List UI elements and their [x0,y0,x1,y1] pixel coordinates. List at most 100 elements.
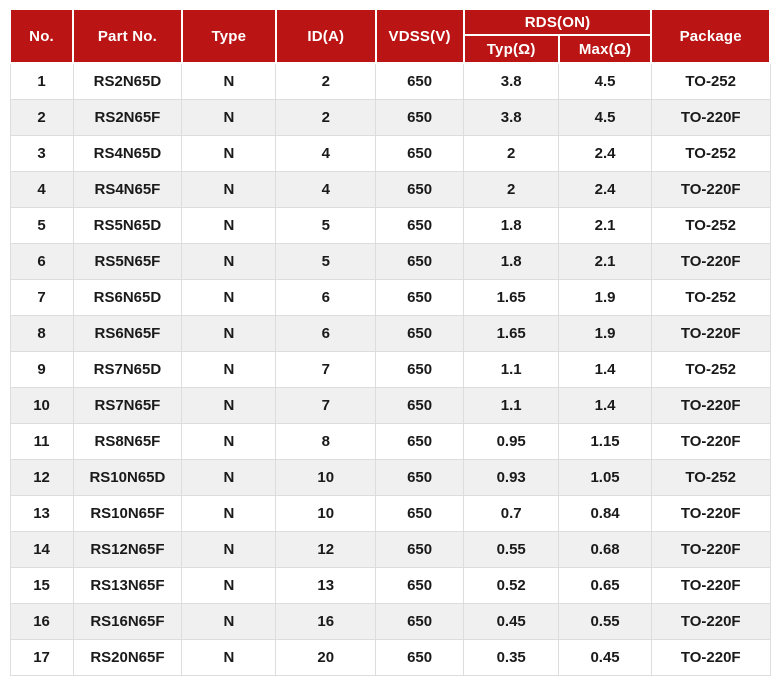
cell-vdss-v: 650 [375,530,465,568]
cell-rds-typ: 1.8 [463,242,560,280]
cell-vdss-v: 650 [375,602,465,640]
cell-rds-max: 1.4 [558,350,652,388]
cell-rds-max: 0.84 [558,494,652,532]
cell-package: TO-220F [650,386,771,424]
cell-no: 16 [9,602,74,640]
cell-package: TO-220F [650,170,771,208]
cell-rds-max: 2.1 [558,242,652,280]
cell-no: 7 [9,278,74,316]
table-row: 6 RS5N65F N 5 650 1.8 2.1 TO-220F [9,242,771,280]
cell-package: TO-220F [650,530,771,568]
cell-package: TO-252 [650,206,771,244]
cell-type: N [181,206,277,244]
cell-type: N [181,62,277,100]
cell-no: 2 [9,98,74,136]
cell-rds-max: 4.5 [558,98,652,136]
cell-part-no: RS13N65F [72,566,183,604]
cell-rds-typ: 0.55 [463,530,560,568]
cell-part-no: RS16N65F [72,602,183,640]
cell-type: N [181,314,277,352]
cell-package: TO-252 [650,134,771,172]
cell-rds-max: 1.9 [558,314,652,352]
cell-id-a: 6 [275,278,377,316]
cell-rds-max: 2.4 [558,170,652,208]
cell-vdss-v: 650 [375,98,465,136]
table-row: 9 RS7N65D N 7 650 1.1 1.4 TO-252 [9,350,771,388]
cell-rds-typ: 1.65 [463,278,560,316]
col-header-package: Package [650,8,771,64]
cell-package: TO-220F [650,314,771,352]
cell-id-a: 13 [275,566,377,604]
cell-rds-typ: 1.1 [463,386,560,424]
cell-vdss-v: 650 [375,386,465,424]
cell-part-no: RS7N65F [72,386,183,424]
cell-rds-max: 4.5 [558,62,652,100]
cell-no: 12 [9,458,74,496]
cell-type: N [181,602,277,640]
table-row: 8 RS6N65F N 6 650 1.65 1.9 TO-220F [9,314,771,352]
col-header-no: No. [8,8,75,64]
cell-id-a: 12 [275,530,377,568]
cell-type: N [181,422,277,460]
cell-type: N [181,458,277,496]
cell-part-no: RS6N65D [72,278,183,316]
cell-id-a: 6 [275,314,377,352]
cell-no: 11 [9,422,74,460]
col-header-id-a: ID(A) [274,8,377,64]
cell-rds-typ: 1.65 [463,314,560,352]
cell-id-a: 2 [275,98,377,136]
table-row: 12 RS10N65D N 10 650 0.93 1.05 TO-252 [9,458,771,496]
cell-rds-typ: 1.1 [463,350,560,388]
cell-no: 15 [9,566,74,604]
cell-package: TO-220F [650,242,771,280]
header-row-main: No. Part No. Type ID(A) VDSS(V) RDS(ON) … [8,8,771,64]
cell-vdss-v: 650 [375,458,465,496]
cell-rds-max: 2.1 [558,206,652,244]
cell-id-a: 10 [275,494,377,532]
cell-package: TO-252 [650,278,771,316]
cell-type: N [181,638,277,676]
cell-id-a: 7 [275,350,377,388]
mosfet-selection-table: No. Part No. Type ID(A) VDSS(V) RDS(ON) … [8,8,771,676]
table-row: 16 RS16N65F N 16 650 0.45 0.55 TO-220F [9,602,771,640]
cell-rds-typ: 0.95 [463,422,560,460]
cell-no: 17 [9,638,74,676]
cell-id-a: 2 [275,62,377,100]
table-row: 17 RS20N65F N 20 650 0.35 0.45 TO-220F [9,638,771,676]
table-row: 3 RS4N65D N 4 650 2 2.4 TO-252 [9,134,771,172]
cell-vdss-v: 650 [375,350,465,388]
cell-id-a: 16 [275,602,377,640]
cell-no: 6 [9,242,74,280]
cell-part-no: RS8N65F [72,422,183,460]
cell-type: N [181,386,277,424]
cell-vdss-v: 650 [375,134,465,172]
cell-no: 9 [9,350,74,388]
cell-vdss-v: 650 [375,494,465,532]
cell-no: 13 [9,494,74,532]
cell-vdss-v: 650 [375,242,465,280]
cell-id-a: 20 [275,638,377,676]
col-header-rds-typ: Typ(Ω) [462,34,560,64]
col-header-rds-max: Max(Ω) [557,34,653,64]
cell-package: TO-220F [650,98,771,136]
cell-rds-typ: 3.8 [463,62,560,100]
cell-no: 14 [9,530,74,568]
cell-part-no: RS20N65F [72,638,183,676]
cell-type: N [181,494,277,532]
table-header: No. Part No. Type ID(A) VDSS(V) RDS(ON) … [8,8,771,64]
cell-rds-max: 0.55 [558,602,652,640]
cell-no: 1 [9,62,74,100]
table-row: 1 RS2N65D N 2 650 3.8 4.5 TO-252 [9,62,771,100]
cell-part-no: RS2N65F [72,98,183,136]
cell-package: TO-220F [650,566,771,604]
cell-part-no: RS5N65F [72,242,183,280]
cell-vdss-v: 650 [375,566,465,604]
cell-vdss-v: 650 [375,62,465,100]
cell-part-no: RS7N65D [72,350,183,388]
cell-type: N [181,566,277,604]
cell-rds-max: 1.15 [558,422,652,460]
cell-type: N [181,530,277,568]
cell-package: TO-252 [650,350,771,388]
table-row: 2 RS2N65F N 2 650 3.8 4.5 TO-220F [9,98,771,136]
cell-vdss-v: 650 [375,170,465,208]
